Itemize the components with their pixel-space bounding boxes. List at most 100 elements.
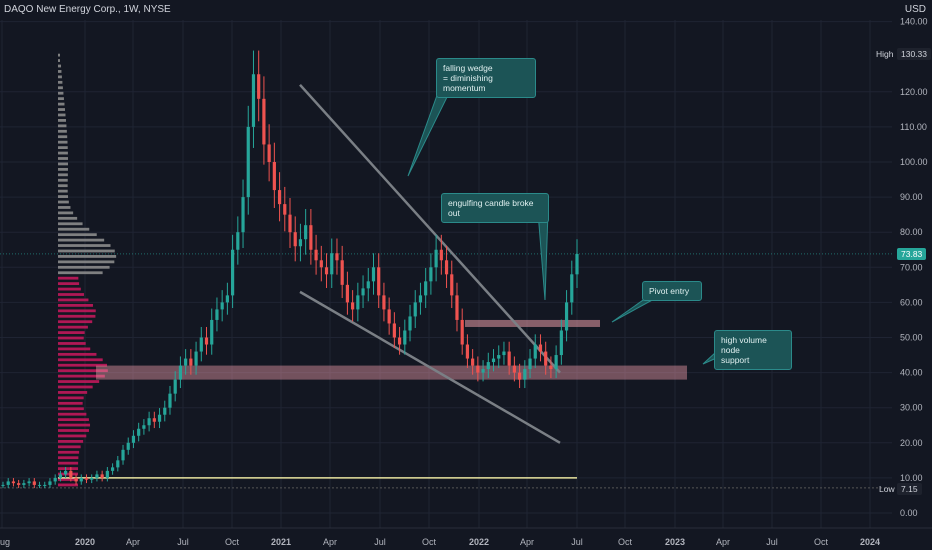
- annotation-pivot-entry[interactable]: Pivot entry: [642, 281, 702, 301]
- candle-body: [194, 351, 198, 366]
- candle-body: [53, 477, 57, 482]
- candle-body: [272, 162, 276, 191]
- candle-body: [460, 319, 464, 345]
- candle-body: [22, 483, 26, 485]
- candle-body: [220, 302, 224, 310]
- volume-profile-bar: [58, 352, 97, 356]
- candle-body: [131, 435, 136, 443]
- candle-body: [345, 284, 349, 303]
- candle-body: [121, 449, 125, 461]
- candle-body: [257, 74, 261, 99]
- volume-profile-bar: [58, 309, 96, 313]
- y-tick-label: 110.00: [900, 122, 927, 132]
- candle-body: [173, 379, 177, 394]
- annotation-engulfing-candle[interactable]: engulfing candle broke out: [441, 193, 549, 223]
- volume-profile-bar: [58, 108, 65, 111]
- volume-profile-bar: [58, 342, 86, 345]
- volume-profile-bar: [58, 358, 103, 362]
- x-tick-label: 2024: [860, 537, 880, 547]
- candle-body: [351, 302, 355, 310]
- volume-profile-bar: [58, 412, 87, 416]
- annotation-falling-wedge[interactable]: falling wedge = diminishing momentum: [436, 58, 536, 98]
- volume-profile-bar: [58, 434, 87, 438]
- volume-profile-bar: [58, 189, 68, 193]
- y-tick-label: 40.00: [900, 368, 923, 378]
- x-tick-label: Jul: [374, 537, 386, 547]
- volume-profile-bar: [58, 320, 93, 324]
- wedge-lower-line: [299, 290, 561, 444]
- candle-body: [74, 477, 78, 482]
- candle-body: [157, 414, 162, 422]
- volume-profile-bar: [58, 325, 88, 329]
- y-tick-label: 140.00: [900, 17, 928, 27]
- candle-body: [64, 470, 68, 475]
- candle-body: [11, 481, 16, 484]
- x-tick-label: Oct: [225, 537, 240, 547]
- volume-profile-bar: [58, 407, 84, 411]
- annotation-volume-node[interactable]: high volume node support: [714, 330, 792, 370]
- y-tick-label: 70.00: [900, 262, 923, 272]
- volume-profile-bar: [58, 303, 93, 307]
- candle-body: [371, 267, 376, 282]
- x-tick-label: Oct: [618, 537, 633, 547]
- candle-body: [17, 483, 21, 485]
- y-tick-label: 80.00: [900, 227, 923, 237]
- x-tick-label: Apr: [520, 537, 534, 547]
- volume-profile-bar: [58, 282, 80, 286]
- candle-body: [184, 358, 188, 366]
- candle-body: [518, 372, 522, 380]
- volume-profile-bar: [58, 467, 79, 470]
- candle-body: [288, 214, 292, 233]
- candle-body: [246, 126, 250, 198]
- candle-body: [392, 323, 396, 338]
- candle-body: [314, 249, 318, 261]
- candle-body: [168, 393, 172, 408]
- wedge-upper-line: [299, 83, 561, 374]
- candle-body: [366, 281, 370, 289]
- candle-body: [79, 477, 83, 482]
- candle-body: [163, 407, 167, 415]
- candle-body: [507, 351, 511, 366]
- candle-body: [512, 365, 516, 373]
- volume-profile-bar: [58, 173, 68, 177]
- candle-body: [293, 232, 297, 247]
- volume-profile-bar: [58, 385, 93, 389]
- low-value: 7.15: [897, 483, 922, 495]
- volume-profile-bar: [58, 91, 64, 95]
- candle-body: [324, 267, 329, 275]
- candle-body: [69, 470, 73, 478]
- y-tick-label: 30.00: [900, 403, 923, 413]
- candle-body: [251, 74, 256, 127]
- x-tick-label: 2020: [75, 537, 95, 547]
- candle-body: [236, 232, 240, 250]
- volume-profile-bar: [58, 184, 68, 188]
- volume-profile-bar: [58, 249, 115, 253]
- volume-profile-bar: [58, 472, 79, 476]
- y-tick-label: 0.00: [900, 508, 918, 518]
- candle-body: [408, 316, 412, 331]
- volume-profile-bar: [58, 162, 69, 166]
- volume-profile-bar: [58, 336, 84, 340]
- volume-profile-bar: [58, 102, 65, 106]
- candle-body: [204, 337, 209, 345]
- candle-body: [105, 470, 109, 478]
- candle-body: [491, 358, 496, 363]
- volume-profile-bar: [58, 461, 79, 465]
- candle-body: [84, 477, 89, 480]
- annotation-pointer-pivot: [611, 297, 657, 323]
- candle-body: [439, 249, 443, 261]
- volume-profile-bar: [58, 439, 84, 443]
- candle-body: [476, 365, 480, 373]
- candle-body: [210, 319, 214, 345]
- volume-profile-bar: [58, 157, 68, 160]
- candle-body: [27, 481, 31, 484]
- candle-body: [387, 309, 391, 324]
- candle-body: [304, 225, 308, 240]
- y-tick-label: 50.00: [900, 333, 923, 343]
- candle-body: [554, 355, 558, 370]
- volume-profile-bar: [58, 396, 84, 400]
- volume-profile-bar: [58, 429, 89, 432]
- x-tick-label: 2021: [271, 537, 291, 547]
- volume-profile-bar: [58, 238, 105, 242]
- annotation-pointer-engulfing: [537, 211, 549, 301]
